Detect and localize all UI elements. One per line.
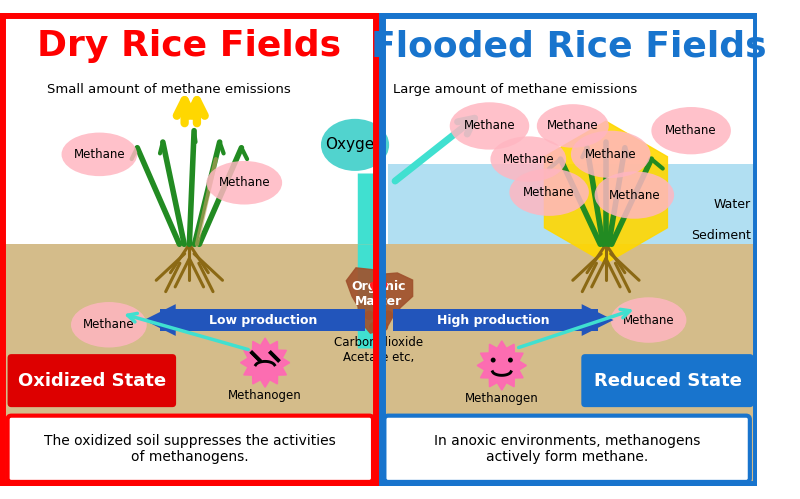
Text: Organic
Matter: Organic Matter — [351, 279, 406, 307]
Text: Reduced State: Reduced State — [594, 372, 742, 390]
Text: Methane: Methane — [464, 119, 515, 132]
Ellipse shape — [651, 107, 731, 154]
Text: Methane: Methane — [502, 153, 554, 166]
Polygon shape — [346, 268, 413, 333]
Text: Low production: Low production — [210, 313, 318, 326]
Circle shape — [508, 358, 513, 363]
Ellipse shape — [321, 119, 389, 171]
Bar — [382, 15, 755, 79]
Bar — [0, 13, 758, 245]
Text: Methane: Methane — [609, 189, 660, 202]
Text: Oxygen: Oxygen — [326, 137, 385, 152]
Polygon shape — [144, 304, 176, 336]
Polygon shape — [477, 341, 526, 390]
Ellipse shape — [71, 302, 146, 347]
Ellipse shape — [206, 161, 282, 205]
Ellipse shape — [571, 131, 650, 178]
Polygon shape — [545, 121, 667, 263]
Text: Dry Rice Fields: Dry Rice Fields — [38, 29, 342, 63]
Text: Methanogen: Methanogen — [228, 389, 302, 402]
Bar — [0, 245, 758, 486]
Text: Methane: Methane — [74, 148, 126, 161]
FancyBboxPatch shape — [7, 354, 176, 407]
Text: Methane: Methane — [523, 186, 575, 199]
Polygon shape — [241, 338, 290, 387]
Text: High production: High production — [438, 313, 550, 326]
Polygon shape — [582, 304, 614, 336]
Ellipse shape — [537, 104, 609, 148]
Text: Methane: Methane — [666, 124, 717, 137]
Text: Flooded Rice Fields: Flooded Rice Fields — [371, 29, 767, 63]
Text: Carbon dioxide
Acetate etc,: Carbon dioxide Acetate etc, — [334, 336, 423, 364]
Text: Large amount of methane emissions: Large amount of methane emissions — [393, 83, 637, 96]
Text: Small amount of methane emissions: Small amount of methane emissions — [47, 83, 291, 96]
Ellipse shape — [510, 169, 589, 216]
Circle shape — [365, 310, 374, 320]
Text: Methane: Methane — [218, 176, 270, 189]
Text: In anoxic environments, methanogens
actively form methane.: In anoxic environments, methanogens acti… — [434, 434, 700, 464]
Ellipse shape — [594, 171, 674, 219]
Bar — [2, 15, 376, 79]
Ellipse shape — [450, 102, 530, 150]
Text: Methane: Methane — [622, 313, 674, 326]
Circle shape — [378, 322, 388, 331]
Text: Water: Water — [714, 198, 750, 211]
Circle shape — [374, 314, 383, 324]
Circle shape — [370, 322, 378, 331]
Text: Sediment: Sediment — [691, 230, 750, 243]
FancyBboxPatch shape — [160, 309, 365, 331]
Bar — [388, 164, 754, 245]
FancyBboxPatch shape — [7, 416, 373, 482]
Circle shape — [490, 358, 496, 363]
FancyBboxPatch shape — [582, 354, 754, 407]
Text: Methane: Methane — [547, 119, 598, 132]
FancyBboxPatch shape — [393, 309, 598, 331]
Text: Oxidized State: Oxidized State — [18, 372, 166, 390]
Ellipse shape — [610, 297, 686, 343]
Text: The oxidized soil suppresses the activities
of methanogens.: The oxidized soil suppresses the activit… — [45, 434, 336, 464]
Ellipse shape — [490, 136, 566, 182]
Text: Methane: Methane — [585, 148, 637, 161]
Circle shape — [383, 310, 393, 320]
FancyBboxPatch shape — [384, 416, 750, 482]
Ellipse shape — [62, 133, 138, 176]
Text: Methane: Methane — [83, 318, 134, 331]
Text: Methanogen: Methanogen — [465, 392, 538, 405]
